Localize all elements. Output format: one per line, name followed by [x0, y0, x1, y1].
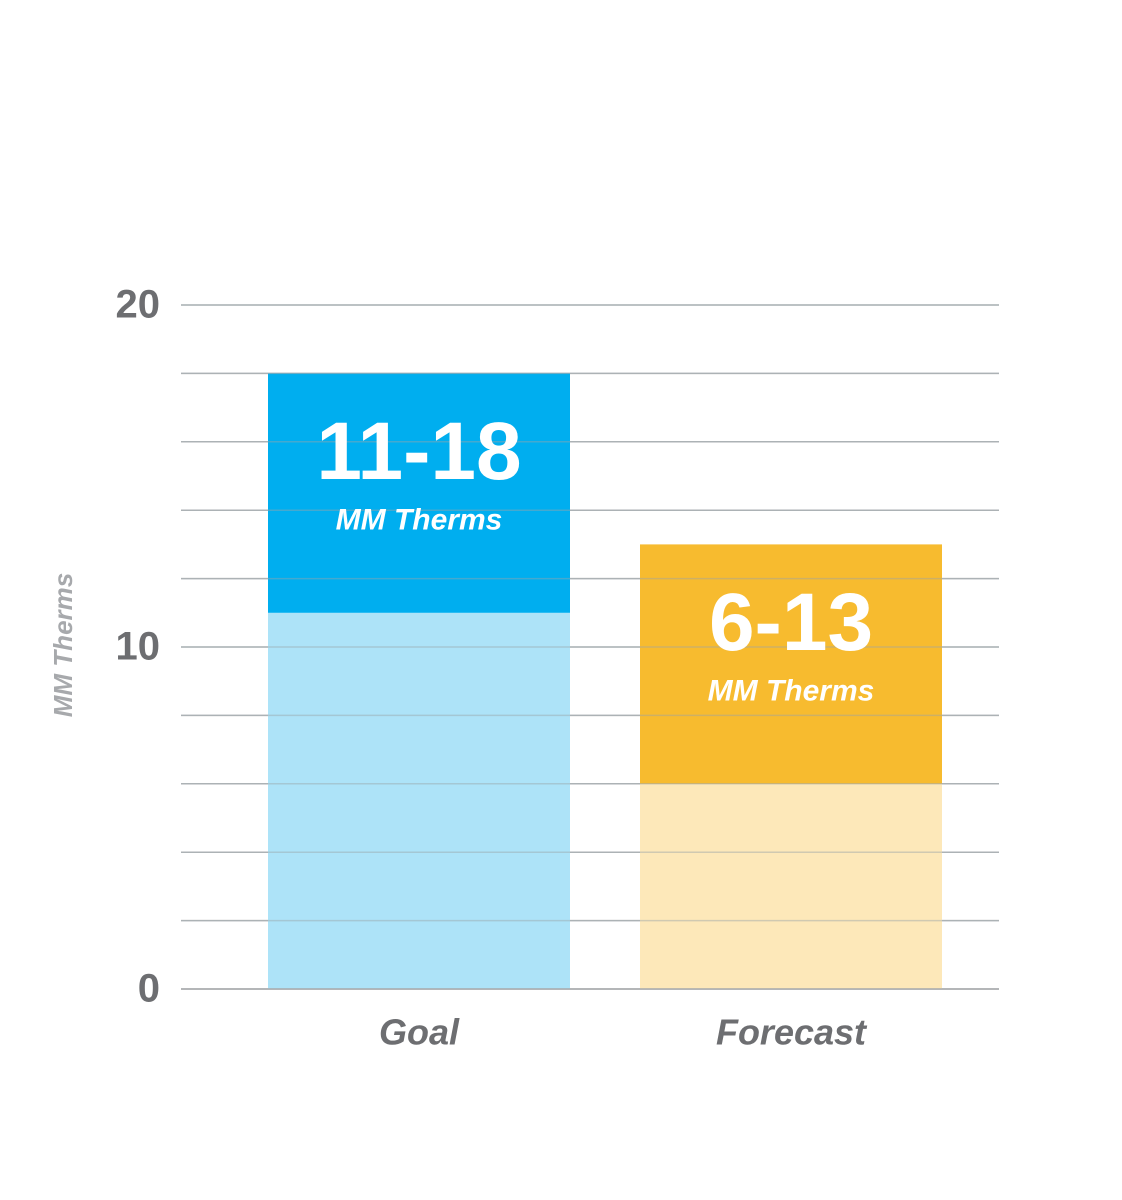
value-label: 6-13 — [709, 577, 873, 668]
bar-range — [268, 373, 570, 613]
y-tick-label: 0 — [138, 967, 160, 1011]
value-label: 11-18 — [316, 406, 521, 497]
y-tick-label: 20 — [116, 283, 161, 327]
x-tick-label: Goal — [379, 1012, 460, 1053]
value-unit: MM Therms — [708, 674, 875, 707]
bar-base — [640, 783, 942, 989]
value-unit: MM Therms — [336, 503, 503, 536]
bar-base — [268, 612, 570, 989]
bar-range — [640, 544, 942, 784]
x-tick-label: Forecast — [716, 1012, 868, 1053]
y-axis-title: MM Therms — [48, 573, 78, 717]
y-tick-label: 10 — [116, 625, 161, 669]
